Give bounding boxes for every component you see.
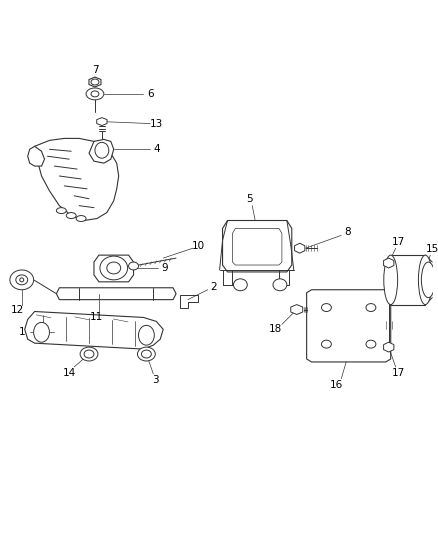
Ellipse shape	[16, 275, 28, 285]
Text: 14: 14	[63, 368, 76, 378]
Ellipse shape	[138, 325, 154, 345]
Ellipse shape	[80, 347, 98, 361]
Ellipse shape	[20, 278, 24, 282]
Polygon shape	[89, 140, 114, 163]
Text: 11: 11	[90, 312, 103, 322]
Ellipse shape	[84, 350, 94, 358]
Polygon shape	[28, 147, 45, 166]
Text: 18: 18	[268, 324, 282, 334]
Polygon shape	[233, 229, 282, 265]
Text: 3: 3	[152, 375, 159, 385]
Text: 8: 8	[344, 228, 350, 237]
Text: 10: 10	[192, 241, 205, 251]
Polygon shape	[89, 77, 101, 87]
Ellipse shape	[10, 270, 34, 290]
Polygon shape	[25, 311, 163, 349]
Polygon shape	[94, 255, 134, 282]
Text: 9: 9	[161, 263, 167, 273]
Text: 12: 12	[11, 304, 25, 314]
Text: 5: 5	[246, 193, 253, 204]
Polygon shape	[180, 295, 198, 308]
Ellipse shape	[107, 262, 121, 274]
Ellipse shape	[366, 304, 376, 311]
Text: 2: 2	[210, 282, 217, 292]
Ellipse shape	[91, 79, 99, 85]
Ellipse shape	[129, 262, 138, 270]
Ellipse shape	[366, 340, 376, 348]
Polygon shape	[391, 255, 425, 304]
Ellipse shape	[66, 213, 76, 219]
Text: 4: 4	[153, 144, 159, 154]
Ellipse shape	[418, 255, 432, 304]
Polygon shape	[295, 243, 305, 253]
Text: 1: 1	[18, 327, 25, 337]
Polygon shape	[35, 139, 119, 221]
Polygon shape	[57, 288, 176, 300]
Text: 17: 17	[392, 368, 405, 378]
Polygon shape	[384, 342, 394, 352]
Polygon shape	[307, 290, 391, 362]
Text: 15: 15	[426, 244, 438, 254]
Ellipse shape	[321, 340, 332, 348]
Ellipse shape	[57, 208, 66, 214]
Ellipse shape	[100, 256, 127, 280]
Ellipse shape	[384, 255, 398, 304]
Text: 17: 17	[392, 237, 405, 247]
Text: 6: 6	[147, 89, 154, 99]
Ellipse shape	[76, 215, 86, 222]
Polygon shape	[223, 221, 292, 272]
Ellipse shape	[273, 279, 287, 290]
Text: 13: 13	[150, 118, 163, 128]
Ellipse shape	[95, 142, 109, 158]
Polygon shape	[384, 258, 394, 268]
Ellipse shape	[233, 279, 247, 290]
Text: 16: 16	[330, 379, 343, 390]
Ellipse shape	[141, 350, 152, 358]
Ellipse shape	[421, 262, 435, 297]
Ellipse shape	[34, 322, 49, 342]
Text: 7: 7	[92, 65, 98, 75]
Ellipse shape	[91, 91, 99, 97]
Ellipse shape	[321, 304, 332, 311]
Polygon shape	[291, 304, 303, 314]
Ellipse shape	[86, 88, 104, 100]
Ellipse shape	[138, 347, 155, 361]
Polygon shape	[97, 118, 107, 126]
